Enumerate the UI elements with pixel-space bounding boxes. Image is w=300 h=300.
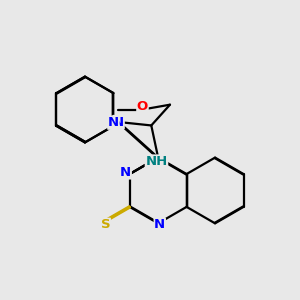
Text: N: N [154,218,165,232]
Text: N: N [113,116,124,128]
Text: N: N [120,166,131,179]
Text: O: O [137,100,148,113]
Text: S: S [100,218,110,231]
Text: NH: NH [146,155,168,168]
Text: N: N [108,116,119,129]
